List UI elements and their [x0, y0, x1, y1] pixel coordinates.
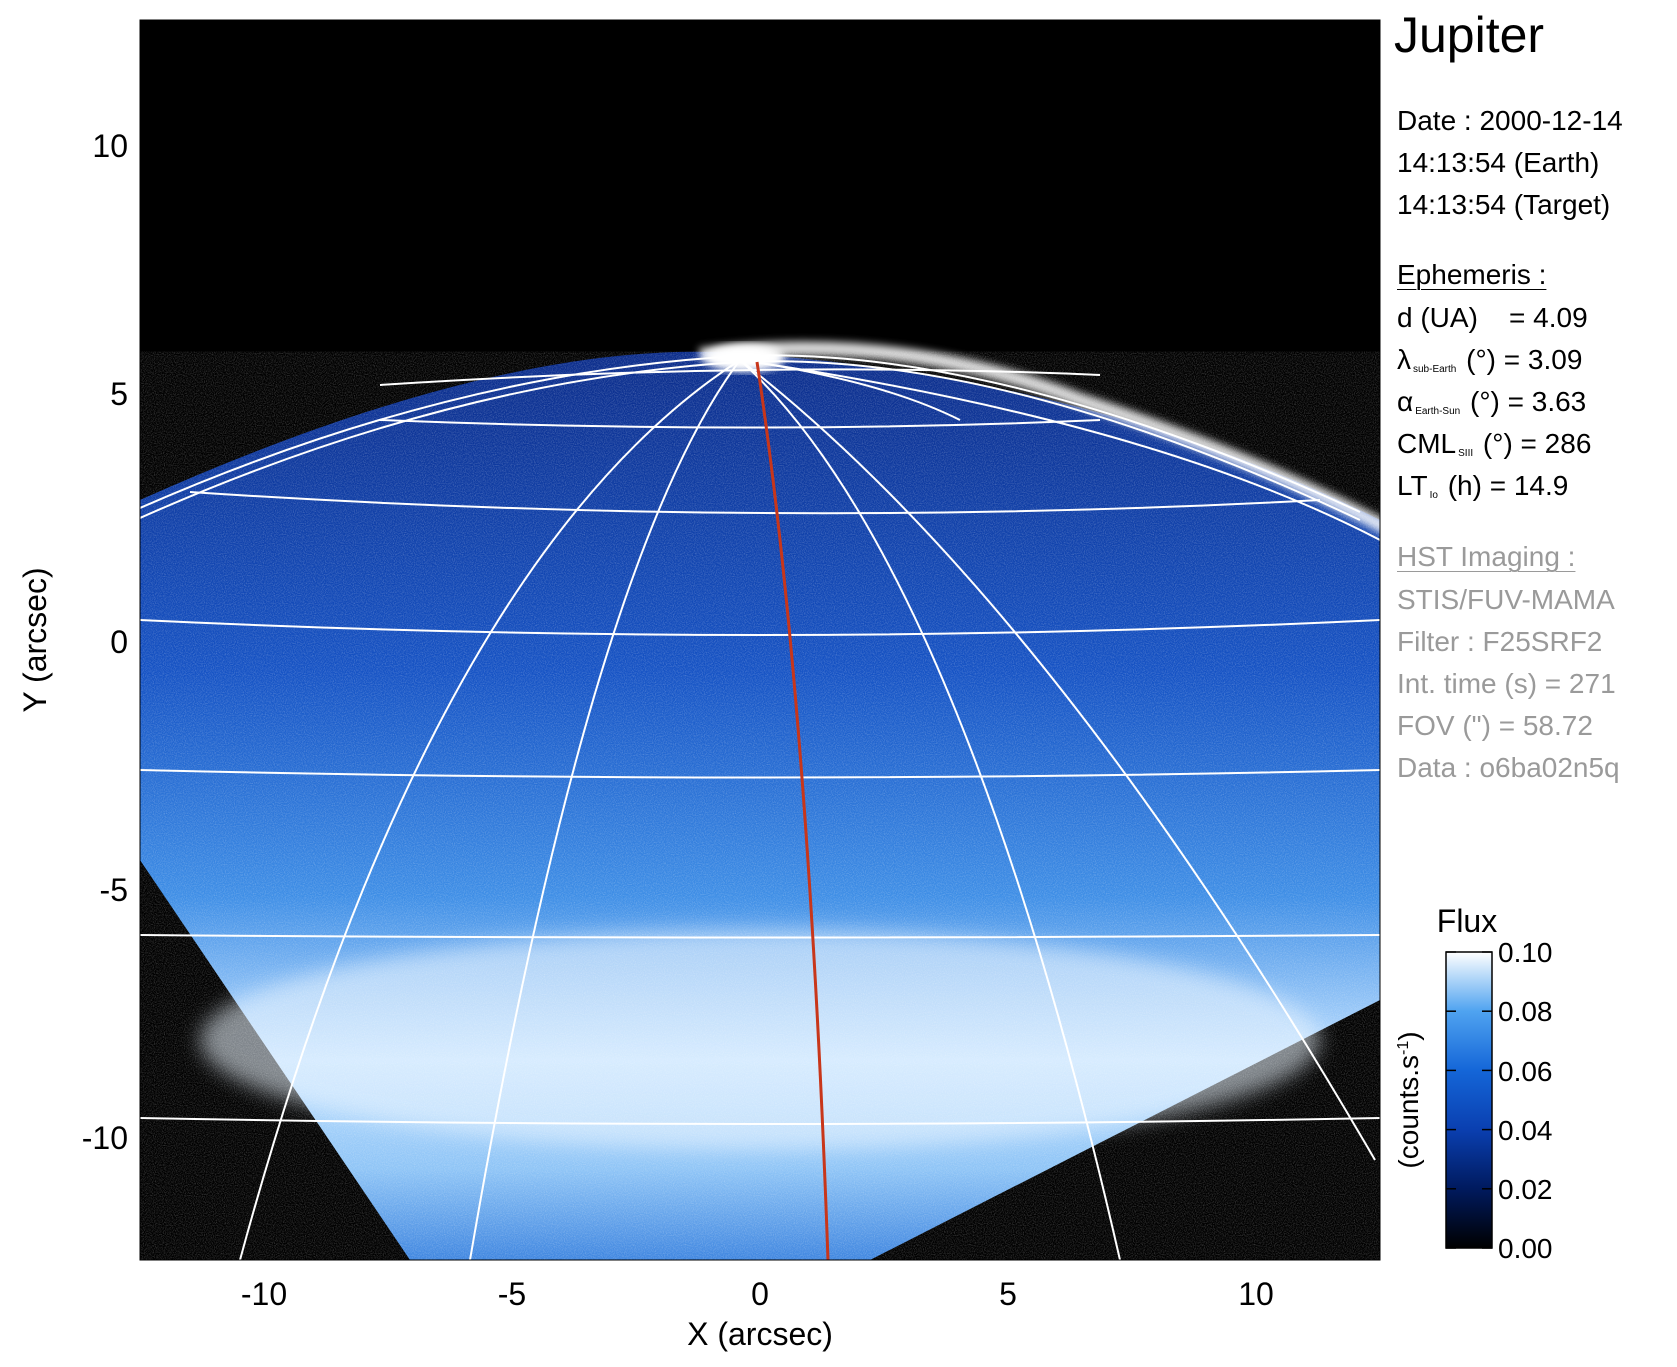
y-axis-tick-labels: 10 5 0 -5 -10: [82, 128, 128, 1156]
longitude-line: [469, 359, 741, 1260]
x-axis-tick-labels: -10 -5 0 5 10: [241, 1276, 1274, 1312]
latitude-line: [140, 934, 1380, 939]
y-tick-label: -5: [100, 872, 128, 908]
ephemeris-local-time: LT Io (h) = 14.9: [1397, 465, 1568, 517]
eph-subscript: Earth-Sun: [1415, 406, 1461, 417]
y-tick-label: -10: [82, 1120, 128, 1156]
colorbar-tick-label: 0.06: [1498, 1056, 1553, 1087]
eph-symbol: d (UA): [1397, 302, 1478, 333]
date-line: Date : 2000-12-14: [1397, 105, 1623, 136]
latitude-line: [189, 491, 1321, 515]
eph-subscript: sub-Earth: [1413, 364, 1457, 375]
eph-symbol: CML: [1397, 428, 1457, 459]
eph-value: = 4.09: [1477, 302, 1588, 333]
latitude-line: [379, 419, 1101, 429]
eph-symbol: LT: [1397, 470, 1428, 501]
latitude-line: [140, 619, 1380, 636]
hst-header: HST Imaging :: [1397, 541, 1576, 572]
colorbar-gradient: [1445, 951, 1493, 1249]
hst-filter: Filter : F25SRF2: [1397, 626, 1603, 657]
x-tick-label: -5: [498, 1276, 526, 1312]
eph-subscript: SIII: [1458, 448, 1474, 459]
auroral-spot: [705, 344, 785, 372]
hst-integration-time: Int. time (s) = 271: [1397, 668, 1616, 699]
eph-value: (°) = 286: [1475, 428, 1592, 459]
eph-symbol: α: [1397, 386, 1414, 417]
ephemeris-header: Ephemeris :: [1397, 259, 1547, 290]
x-tick-label: 5: [999, 1276, 1017, 1312]
ephemeris-sub-earth-latitude: λ sub-Earth (°) = 3.09: [1397, 339, 1582, 391]
hst-instrument: STIS/FUV-MAMA: [1397, 584, 1615, 615]
latitude-line: [140, 1117, 1380, 1125]
colorbar-tick-label: 0.10: [1498, 937, 1553, 968]
colorbar-tick-label: 0.04: [1498, 1115, 1553, 1146]
lat-lon-grid: [140, 354, 1380, 1260]
colorbar-tick-label: 0.00: [1498, 1233, 1553, 1264]
colorbar-tick-label: 0.08: [1498, 996, 1553, 1027]
ephemeris-cml: CML SIII (°) = 286: [1397, 423, 1591, 475]
colorbar-title: Flux: [1437, 903, 1497, 939]
target-time: 14:13:54 (Target): [1397, 189, 1611, 220]
y-tick-label: 10: [92, 128, 128, 164]
eph-value: (h) = 14.9: [1439, 470, 1569, 501]
eph-subscript: Io: [1429, 490, 1438, 501]
x-tick-label: -10: [241, 1276, 287, 1312]
longitude-line: [739, 359, 1376, 1161]
x-axis-label: X (arcsec): [687, 1316, 833, 1352]
ephemeris-phase-angle: α Earth-Sun (°) = 3.63: [1397, 381, 1586, 433]
y-axis-label: Y (arcsec): [17, 567, 53, 712]
meridian-line: [755, 361, 830, 1260]
latitude-line: [140, 769, 1380, 779]
y-tick-label: 0: [110, 624, 128, 660]
earth-time: 14:13:54 (Earth): [1397, 147, 1600, 178]
latitude-line: [140, 354, 1361, 513]
hst-dataset: Data : o6ba02n5q: [1397, 752, 1620, 783]
x-tick-label: 10: [1238, 1276, 1274, 1312]
longitude-line: [739, 359, 1121, 1260]
eph-value: (°) = 3.09: [1458, 344, 1583, 375]
hst-fov: FOV (") = 58.72: [1397, 710, 1593, 741]
x-tick-label: 0: [751, 1276, 769, 1312]
plot-frame: [139, 19, 1381, 1261]
longitude-line: [239, 359, 741, 1260]
eph-symbol: λ: [1397, 344, 1411, 375]
ephemeris-distance: d (UA) = 4.09: [1397, 297, 1588, 339]
latitude-line: [140, 360, 1361, 521]
colorbar-axis-label: (counts.s-1): [1393, 1031, 1424, 1168]
longitude-line: [739, 359, 961, 421]
colorbar: Flux 0.00 0.02 0.04 0.06 0.08 0.10 (coun…: [1393, 903, 1553, 1264]
longitude-line: [739, 359, 1380, 541]
noise-texture: [140, 351, 1380, 1260]
colorbar-tick-label: 0.02: [1498, 1174, 1553, 1205]
eph-value: (°) = 3.63: [1462, 386, 1587, 417]
planet-title: Jupiter: [1394, 7, 1545, 63]
y-tick-label: 5: [110, 376, 128, 412]
